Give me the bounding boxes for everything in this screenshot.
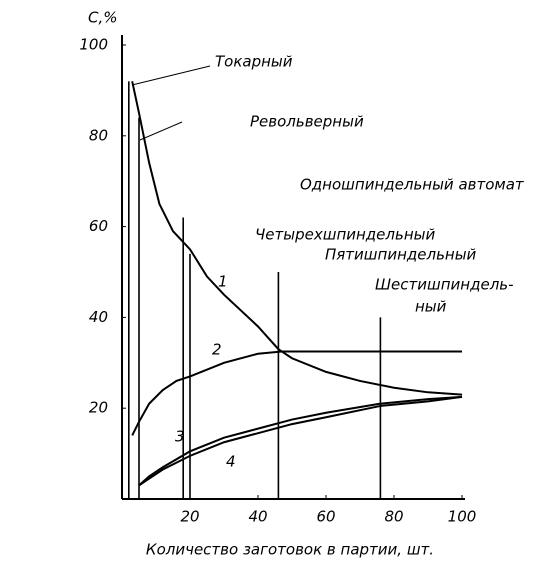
series-line — [138, 395, 463, 487]
x-tick-label: 40 — [248, 508, 267, 526]
leader — [131, 65, 211, 86]
leader — [139, 121, 183, 141]
machine-label: Револьверный — [250, 113, 364, 131]
series-label: 3 — [175, 428, 185, 446]
y-axis-label: C,% — [88, 9, 118, 27]
y-tick-label: 100 — [79, 36, 108, 54]
y-tick-label: 80 — [89, 126, 108, 144]
x-tick-label: 100 — [448, 508, 477, 526]
series-line — [138, 395, 463, 487]
x-tick-label: 80 — [384, 508, 403, 526]
machine-label: ный — [415, 298, 447, 316]
x-tick-label: 20 — [180, 508, 199, 526]
machine-label: Шестишпиндель- — [375, 276, 514, 294]
series-label: 4 — [226, 453, 236, 471]
machine-label: Токарный — [215, 53, 293, 71]
y-tick-label: 60 — [89, 217, 108, 235]
x-tick-label: 60 — [316, 508, 335, 526]
x-axis-label: Количество заготовок в партии, шт. — [146, 541, 434, 559]
series-line — [131, 350, 462, 436]
series-label: 1 — [218, 273, 228, 291]
y-tick-label: 40 — [89, 308, 108, 326]
y-tick-label: 20 — [89, 399, 108, 417]
series-line — [131, 81, 463, 396]
machine-label: Одношпиндельный автомат — [300, 176, 525, 194]
series-label: 2 — [212, 341, 222, 359]
machine-label: Пятишпиндельный — [325, 246, 477, 264]
machine-label: Четырехшпиндельный — [255, 226, 435, 244]
